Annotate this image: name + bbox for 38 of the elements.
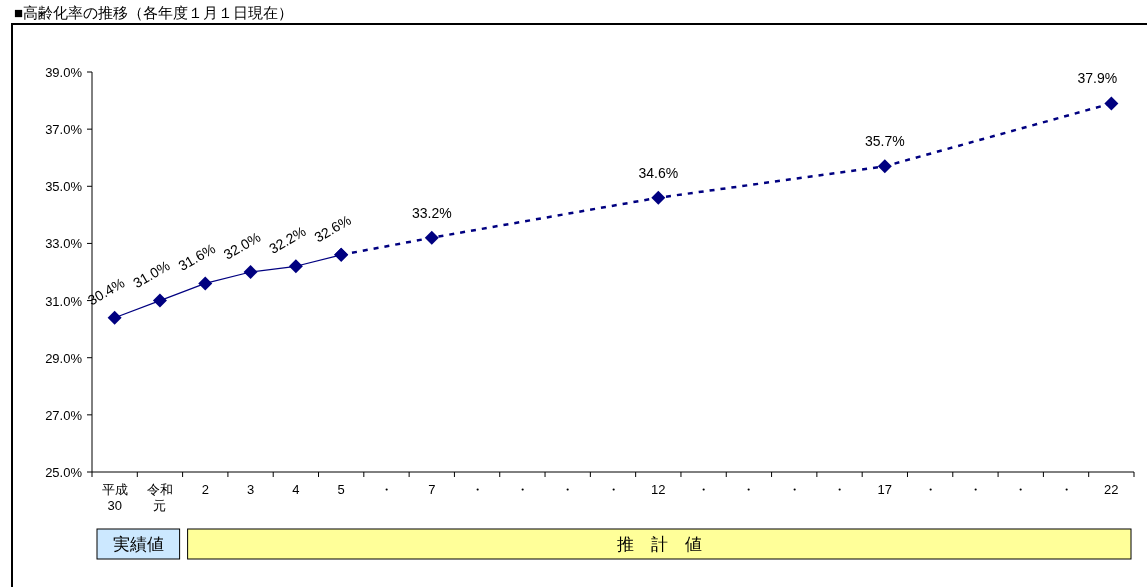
- y-tick-label: 29.0%: [45, 350, 83, 366]
- x-tick-label: ・: [923, 482, 937, 497]
- x-tick-label: 3: [246, 482, 255, 497]
- x-tick-label: 22: [1104, 482, 1119, 497]
- y-tick-label: 39.0%: [45, 65, 83, 80]
- text: 37.9%: [1077, 70, 1118, 87]
- x-tick-label: 2: [201, 482, 209, 497]
- y-tick-label: 27.0%: [45, 407, 83, 423]
- x-tick-label: 5: [337, 482, 345, 497]
- x-tick-label: ・: [606, 482, 620, 497]
- x-tick-label: ・: [379, 482, 393, 497]
- y-tick-label: 37.0%: [45, 122, 83, 138]
- x-tick-label: ・: [470, 482, 484, 497]
- x-tick-label: ・: [742, 482, 756, 497]
- x-tick-label: ・: [515, 482, 529, 497]
- y-tick-label: 25.0%: [45, 465, 83, 480]
- y-tick-label: 35.0%: [45, 179, 83, 195]
- x-tick-label: ・: [833, 482, 847, 497]
- y-tick-label: 31.0%: [45, 293, 83, 309]
- x-tick-label: 平成30: [101, 482, 128, 513]
- text: 実績値: [112, 535, 164, 554]
- x-tick-label: ・: [697, 482, 711, 497]
- y-tick-label: 33.0%: [45, 236, 83, 252]
- x-tick-label: ・: [1059, 482, 1073, 497]
- x-tick-label: ・: [787, 482, 801, 497]
- x-tick-label: ・: [1014, 482, 1028, 497]
- chart-title: ■高齢化率の推移（各年度１月１日現在）: [14, 4, 294, 21]
- x-tick-label: 7: [428, 482, 436, 497]
- x-tick-label: 4: [292, 482, 300, 497]
- x-tick-label: ・: [561, 482, 575, 497]
- text: 33.2%: [411, 204, 452, 221]
- x-tick-label: ・: [968, 482, 982, 497]
- text: 35.7%: [864, 133, 905, 150]
- text: 推 計 値: [616, 535, 702, 554]
- text: 34.6%: [638, 164, 679, 181]
- x-tick-label: 12: [651, 482, 666, 497]
- x-tick-label: 令和元: [146, 482, 173, 513]
- x-tick-label: 17: [877, 482, 893, 497]
